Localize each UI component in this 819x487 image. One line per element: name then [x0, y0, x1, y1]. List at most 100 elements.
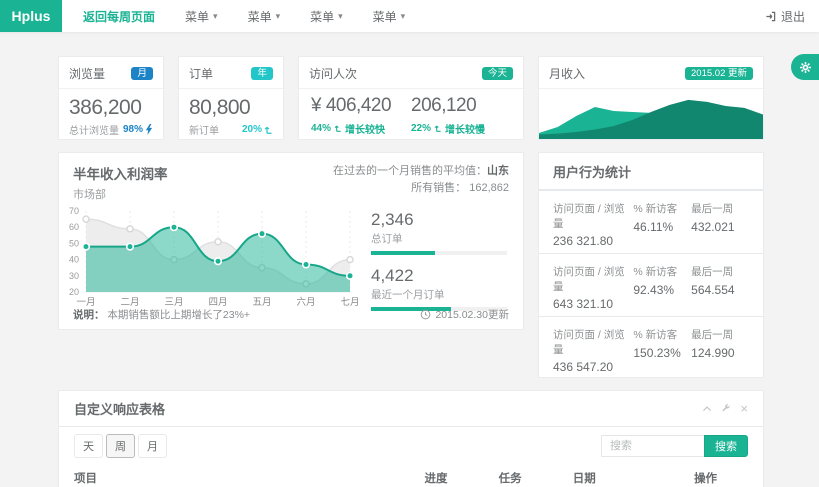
- period-badge: 年: [251, 66, 273, 81]
- last-week-value: 564.554: [691, 282, 735, 297]
- new-visitors-label: % 新访客: [633, 203, 678, 215]
- period-badge: 今天: [481, 66, 513, 81]
- projects-table: 项目 进度 任务 日期 操作 米莫说 | MiMO Show 20% 2014.…: [74, 464, 748, 487]
- menu-label: 菜单: [185, 9, 210, 24]
- visits-label: 访问页面 / 浏览量: [553, 203, 625, 230]
- monthly-income-area-chart: [539, 99, 763, 139]
- level-up-icon: [434, 126, 441, 133]
- wrench-icon: [722, 403, 731, 411]
- updated-badge: 2015.02 更新: [685, 66, 753, 81]
- visits-value: 643 321.10: [553, 297, 614, 312]
- card-subtitle: 市场部: [73, 189, 106, 201]
- stat-label: 总订单: [371, 233, 403, 245]
- stat-card-monthly-income: 月收入 2015.02 更新: [538, 56, 764, 140]
- chart-note: 说明： 本期销售额比上期增长了23%+: [73, 307, 250, 322]
- stat-footer-value: 20%: [241, 124, 262, 136]
- level-up-icon: [264, 126, 272, 134]
- chevron-down-icon: ▾: [400, 10, 406, 21]
- col-header-progress[interactable]: 进度: [424, 464, 499, 487]
- main-nav: 返回每周页面 菜单 ▾ 菜单 ▾ 菜单 ▾ 菜单 ▾: [68, 0, 420, 32]
- note-text: 本期销售额比上期增长了23%+: [107, 309, 251, 321]
- search-input[interactable]: [601, 435, 705, 457]
- growth-label: 增长较快: [345, 124, 386, 136]
- behavior-row: 访问页面 / 浏览量 643 321.10 % 新访客 92.43% 最后一周 564…: [539, 253, 763, 316]
- gear-icon: [799, 61, 811, 73]
- growth-percent: 22%: [411, 122, 432, 134]
- svg-text:五月: 五月: [252, 297, 271, 308]
- menu-dropdown-3[interactable]: 菜单 ▾: [295, 0, 358, 32]
- brand-logo[interactable]: Hplus: [0, 0, 62, 32]
- col-header-task[interactable]: 任务: [498, 464, 573, 487]
- last-week-label: 最后一周: [691, 203, 734, 215]
- theme-settings-button[interactable]: [791, 54, 819, 80]
- updated-text: 2015.02.30更新: [435, 309, 509, 321]
- progress-bar: [371, 307, 507, 311]
- behavior-row: 访问页面 / 浏览量 436 547.20 % 新访客 150.23% 最后一周 12…: [539, 316, 763, 379]
- collapse-button[interactable]: [702, 404, 712, 413]
- last-week-value: 124.990: [691, 345, 735, 360]
- svg-text:四月: 四月: [208, 297, 227, 308]
- bolt-icon: [145, 124, 153, 136]
- settings-tool-button[interactable]: [721, 403, 731, 414]
- stat-value: 80,800: [189, 96, 251, 119]
- chevron-down-icon: ▾: [275, 10, 281, 21]
- new-visitors-value: 46.11%: [633, 219, 674, 234]
- menu-label: 菜单: [247, 9, 272, 24]
- visits-value: 436 547.20: [553, 360, 614, 375]
- menu-dropdown-1[interactable]: 菜单 ▾: [170, 0, 233, 32]
- visits-value: 236 321.80: [553, 234, 614, 249]
- menu-dropdown-4[interactable]: 菜单 ▾: [358, 0, 421, 32]
- avg-label: 在过去的一个月销售的平均值：: [333, 165, 487, 177]
- sign-out-icon: [766, 11, 776, 21]
- progress-bar: [371, 251, 507, 255]
- custom-table-card: 自定义响应表格 × 天 周 月 搜索 项目 进度 任务 日期 操作: [58, 390, 764, 487]
- back-home-link[interactable]: 返回每周页面: [83, 9, 156, 24]
- user-behavior-card: 用户行为统计 访问页面 / 浏览量 236 321.80 % 新访客 46.11% …: [538, 152, 764, 378]
- svg-text:50: 50: [69, 238, 79, 248]
- svg-text:60: 60: [69, 222, 79, 232]
- stat-footer-value: 98%: [122, 124, 143, 136]
- svg-text:40: 40: [69, 255, 79, 265]
- level-up-icon: [334, 126, 341, 133]
- svg-text:70: 70: [69, 206, 79, 216]
- svg-text:三月: 三月: [164, 297, 183, 308]
- col-header-date[interactable]: 日期: [572, 464, 695, 487]
- avg-value: 山东: [487, 165, 509, 177]
- close-button[interactable]: ×: [740, 401, 748, 416]
- month-orders-stat: 4,422 最近一个月订单: [371, 266, 507, 311]
- stat-label: 最近一个月订单: [371, 289, 445, 301]
- profit-rate-card: 半年收入利润率 市场部 在过去的一个月销售的平均值：山东 所有销售： 162,8…: [58, 152, 524, 330]
- last-week-label: 最后一周: [691, 329, 734, 341]
- new-visitors-label: % 新访客: [633, 329, 678, 341]
- behavior-row: 访问页面 / 浏览量 236 321.80 % 新访客 46.11% 最后一周 432…: [539, 190, 763, 253]
- chevron-down-icon: ▾: [338, 10, 343, 21]
- stat-value: 2,346: [371, 210, 414, 229]
- tab-week[interactable]: 周: [106, 434, 135, 458]
- visits-label: 访问页面 / 浏览量: [553, 329, 625, 356]
- income-chart-wrap: [539, 83, 763, 139]
- stat-card-orders: 订单 年 80,800 新订单 20%: [178, 56, 284, 140]
- sales-label: 所有销售：: [411, 182, 467, 195]
- tab-day[interactable]: 天: [74, 434, 103, 458]
- col-header-action[interactable]: 操作: [694, 464, 748, 487]
- logout-button[interactable]: 退出: [765, 8, 805, 25]
- tab-month[interactable]: 月: [138, 434, 167, 458]
- search-button[interactable]: 搜索: [704, 435, 748, 457]
- top-navbar: Hplus 返回每周页面 菜单 ▾ 菜单 ▾ 菜单 ▾ 菜单 ▾ 退出: [0, 0, 819, 32]
- total-orders-stat: 2,346 总订单: [371, 210, 507, 255]
- note-label: 说明：: [73, 309, 105, 321]
- order-stats: 2,346 总订单 4,422 最近一个月订单: [361, 204, 523, 322]
- visits-label: 访问页面 / 浏览量: [553, 266, 625, 293]
- stat-value: 386,200: [69, 96, 142, 119]
- col-header-project[interactable]: 项目: [74, 464, 425, 487]
- period-badge: 月: [131, 66, 153, 81]
- stat-value: ¥ 406,420: [311, 95, 392, 116]
- menu-label: 菜单: [372, 9, 397, 24]
- svg-text:六月: 六月: [296, 296, 315, 308]
- menu-label: 菜单: [310, 9, 335, 24]
- svg-text:一月: 一月: [76, 297, 95, 308]
- stat-value: 206,120: [411, 95, 477, 116]
- chevron-down-icon: ▾: [213, 10, 218, 21]
- menu-dropdown-2[interactable]: 菜单 ▾: [233, 0, 296, 32]
